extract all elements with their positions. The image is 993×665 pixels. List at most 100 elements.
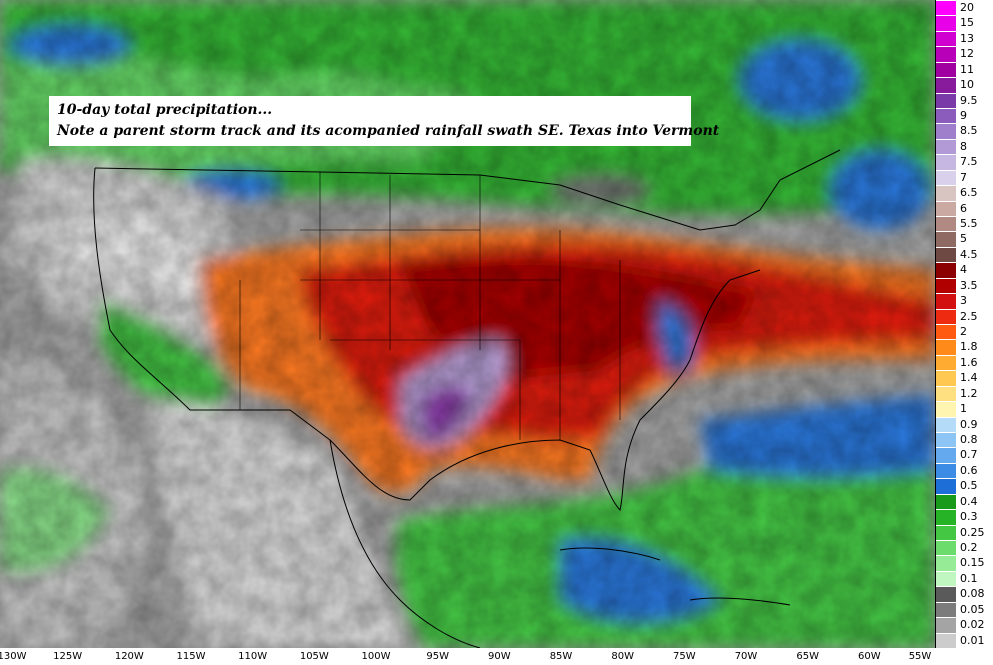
colorbar-label: 0.8 — [960, 433, 978, 446]
colorbar-legend: 20 15 13 12 11 10 9.5 9 8.5 8 7.5 7 6.5 6 5.5 5 4.5 4 3.5 3… — [936, 0, 993, 648]
colorbar-level: 7 — [936, 169, 993, 186]
colorbar-swatch — [936, 15, 956, 31]
colorbar-level: 2.5 — [936, 308, 993, 324]
longitude-tick-label: 70W — [734, 651, 758, 662]
colorbar-label: 8.5 — [960, 124, 978, 138]
colorbar-swatch — [936, 540, 956, 556]
colorbar-swatch — [936, 123, 956, 139]
colorbar-label: 5.5 — [960, 217, 978, 230]
annotation-box: 10-day total precipitation... Note a par… — [49, 96, 719, 146]
colorbar-level: 1.6 — [936, 354, 993, 371]
colorbar-level: 10 — [936, 77, 993, 93]
colorbar-swatch — [936, 324, 956, 340]
colorbar-label: 0.25 — [960, 525, 985, 539]
mexico-coast — [329, 439, 481, 648]
colorbar-label: 3 — [960, 294, 967, 308]
colorbar-level: 11 — [936, 61, 993, 78]
colorbar-level: 0.8 — [936, 432, 993, 448]
colorbar-level: 4 — [936, 262, 993, 278]
precipitation-map: 10-day total precipitation... Note a par… — [0, 0, 936, 648]
colorbar-label: 1.2 — [960, 386, 978, 400]
longitude-tick-label: 85W — [549, 651, 573, 662]
longitude-axis: 130W 125W 120W 115W 110W 105W 100W 95W 90W 85W 80W… — [0, 648, 935, 665]
longitude-tick-label: 90W — [488, 651, 511, 662]
colorbar-swatch — [936, 185, 956, 201]
colorbar-swatch — [936, 277, 956, 294]
colorbar-label: 0.4 — [960, 494, 978, 508]
caribbean-islands — [559, 547, 791, 606]
longitude-tick-label: 55W — [908, 651, 932, 662]
colorbar-swatch — [936, 586, 956, 602]
colorbar-swatch — [936, 524, 956, 540]
boundaries — [93, 149, 841, 648]
colorbar-level: 0.08 — [936, 586, 993, 602]
colorbar-level: 9 — [936, 108, 993, 124]
colorbar-label: 2 — [960, 325, 967, 338]
colorbar-level: 0.15 — [936, 555, 993, 571]
colorbar-label: 7 — [960, 170, 967, 184]
colorbar-level: 9.5 — [936, 92, 993, 108]
colorbar-swatch — [936, 200, 956, 216]
longitude-tick-label: 100W — [361, 651, 391, 662]
longitude-tick-label: 130W — [0, 651, 27, 662]
us-canada-border — [94, 149, 841, 231]
colorbar-level: 0.4 — [936, 493, 993, 510]
colorbar-level: 12 — [936, 46, 993, 62]
longitude-tick-label: 95W — [426, 651, 449, 662]
colorbar-level: 3.5 — [936, 277, 993, 294]
colorbar-label: 11 — [960, 62, 974, 76]
colorbar-label: 0.02 — [960, 618, 985, 632]
colorbar-label: 3.5 — [960, 278, 978, 292]
colorbar-level: 0.02 — [936, 617, 993, 633]
colorbar-label: 0.5 — [960, 479, 978, 493]
longitude-tick-label: 120W — [114, 651, 144, 662]
us-coastline — [93, 167, 761, 511]
colorbar-level: 8 — [936, 138, 993, 155]
colorbar-swatch — [936, 385, 956, 402]
longitude-tick-label: 115W — [176, 651, 206, 662]
colorbar-swatch — [936, 601, 956, 618]
colorbar-level: 2 — [936, 324, 993, 340]
colorbar-label: 6 — [960, 201, 967, 215]
colorbar-swatch — [936, 138, 956, 155]
colorbar-level: 0.01 — [936, 632, 993, 648]
colorbar-swatch — [936, 401, 956, 417]
colorbar-label: 0.08 — [960, 587, 985, 601]
colorbar-swatch — [936, 308, 956, 324]
colorbar-label: 6.5 — [960, 186, 978, 200]
colorbar-swatch — [936, 447, 956, 463]
colorbar-level: 5 — [936, 231, 993, 247]
colorbar-swatch — [936, 246, 956, 263]
colorbar-label: 2.5 — [960, 309, 978, 323]
colorbar-label: 0.1 — [960, 571, 978, 585]
colorbar-label: 1 — [960, 402, 967, 416]
colorbar-level: 0.25 — [936, 524, 993, 540]
colorbar-level: 5.5 — [936, 216, 993, 232]
colorbar-level: 1.2 — [936, 385, 993, 402]
longitude-tick-label: 60W — [858, 651, 881, 662]
colorbar-swatch — [936, 462, 956, 479]
colorbar-swatch — [936, 216, 956, 232]
colorbar-label: 4 — [960, 263, 967, 277]
colorbar-label: 1.8 — [960, 340, 978, 354]
colorbar-level: 0.05 — [936, 601, 993, 618]
colorbar-label: 0.7 — [960, 448, 978, 462]
colorbar-level: 0.7 — [936, 447, 993, 463]
colorbar-level: 0.9 — [936, 416, 993, 432]
colorbar-label: 0.05 — [960, 602, 985, 616]
colorbar-label: 0.9 — [960, 417, 978, 431]
colorbar-label: 1.6 — [960, 355, 978, 369]
colorbar-label: 9.5 — [960, 93, 978, 107]
colorbar-swatch — [936, 339, 956, 355]
colorbar-label: 20 — [960, 1, 974, 14]
colorbar-swatch — [936, 432, 956, 448]
longitude-tick-label: 105W — [299, 651, 329, 662]
colorbar-label: 5 — [960, 232, 967, 246]
colorbar-level: 0.1 — [936, 570, 993, 587]
longitude-tick-label: 75W — [673, 651, 696, 662]
colorbar-label: 10 — [960, 78, 974, 92]
colorbar-swatch — [936, 370, 956, 386]
colorbar-level: 0.6 — [936, 462, 993, 479]
colorbar-swatch — [936, 617, 956, 633]
colorbar-swatch — [936, 509, 956, 525]
